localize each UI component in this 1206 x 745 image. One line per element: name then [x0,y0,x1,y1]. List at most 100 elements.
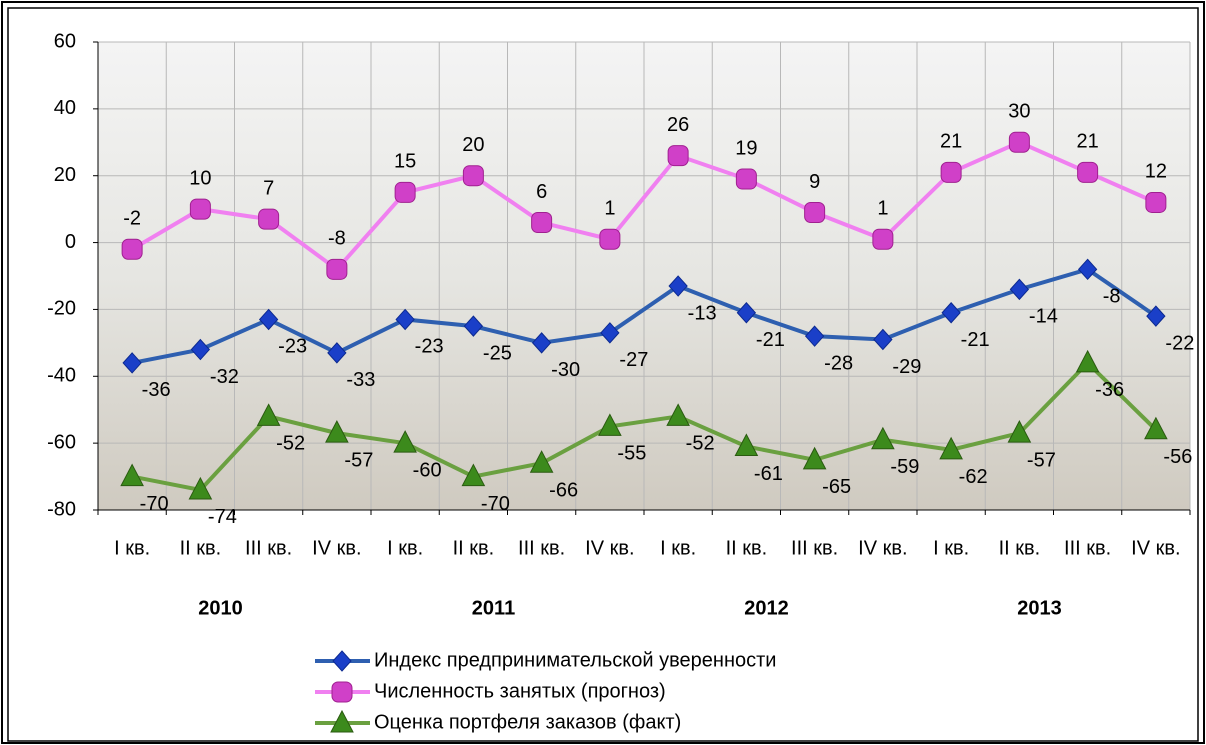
marker [940,161,962,183]
marker [122,352,142,374]
x-tick-label: I кв. [933,537,969,559]
x-tick-label: I кв. [387,537,423,559]
data-label: 15 [394,151,416,173]
data-label: -8 [1103,286,1121,308]
series-line [131,267,1158,365]
marker [331,681,353,703]
marker [1008,131,1030,153]
data-label: -8 [328,228,346,250]
marker [802,446,827,470]
x-tick-label: III кв. [245,537,292,559]
data-label: -59 [890,456,919,478]
data-label: -13 [688,302,717,324]
legend-label: Численность занятых (прогноз) [374,680,666,702]
data-label: -14 [1029,306,1058,328]
year-label: 2010 [198,597,243,619]
data-label: -57 [344,449,373,471]
data-label: 19 [735,137,757,159]
x-tick-label: III кв. [518,537,565,559]
y-tick-label: 20 [54,164,76,186]
data-label: -55 [617,443,646,465]
year-label: 2012 [744,597,789,619]
y-tick-label: -80 [47,498,76,520]
marker [327,342,347,364]
marker [939,436,963,460]
marker [736,302,757,324]
frame-inner [7,7,1199,742]
marker [872,228,894,250]
marker [394,181,416,203]
y-tick-label: 40 [54,97,76,119]
marker [1146,305,1166,327]
data-label: 20 [462,134,484,156]
data-label: -21 [961,329,990,351]
data-label: -22 [1165,332,1194,354]
data-label: -56 [1163,446,1192,468]
data-label: -70 [481,493,510,515]
data-label: -25 [483,342,512,364]
marker [804,325,825,347]
marker [598,413,622,436]
marker [325,420,349,443]
data-label: -65 [822,476,851,498]
marker [188,476,213,500]
marker [1007,420,1032,443]
data-label: -21 [756,329,785,351]
data-label: 10 [189,167,211,189]
marker [734,433,759,456]
marker [873,328,893,351]
y-tick-label: -60 [47,431,76,453]
data-label: -28 [824,352,853,374]
x-tick-label: II кв. [453,537,495,559]
marker [531,332,552,354]
series-line [131,140,1157,273]
marker [258,308,279,331]
marker [190,338,211,361]
data-label: 7 [263,177,274,199]
data-label: -61 [754,463,783,485]
data-label: -23 [278,336,307,358]
data-label: 21 [940,131,962,153]
data-label: -33 [346,369,375,391]
marker [326,258,348,280]
marker [529,450,554,473]
series-line [131,360,1158,493]
data-label: -52 [686,433,715,455]
marker [668,275,688,297]
data-label: 1 [877,198,888,220]
marker [120,463,144,487]
legend-label: Индекс предпринимательской уверенности [374,649,776,671]
x-tick-label: IV кв. [585,537,634,559]
x-tick-label: II кв. [180,537,222,559]
data-label: -29 [892,356,921,378]
data-label: -52 [276,433,305,455]
marker [871,426,895,450]
marker [189,198,211,220]
marker [804,201,826,223]
data-label: 1 [604,198,615,220]
data-label: -27 [619,349,648,371]
data-label: -74 [208,506,237,528]
marker [256,403,281,426]
x-tick-label: III кв. [1064,537,1111,559]
marker [1077,161,1099,183]
y-tick-label: -20 [47,298,76,320]
y-tick-label: -40 [47,365,76,387]
marker [395,308,415,331]
x-tick-label: I кв. [660,537,696,559]
data-label: -32 [210,366,239,388]
x-tick-label: IV кв. [858,537,907,559]
data-label: 30 [1008,101,1030,123]
marker [599,228,621,250]
marker [463,315,484,337]
legend-label: Оценка портфеля заказов (факт) [374,711,681,733]
x-tick-label: IV кв. [312,537,361,559]
x-tick-label: II кв. [999,537,1041,559]
marker [667,145,689,167]
marker [393,430,417,453]
marker [1009,278,1030,301]
year-label: 2013 [1017,597,1062,619]
marker [600,322,620,344]
